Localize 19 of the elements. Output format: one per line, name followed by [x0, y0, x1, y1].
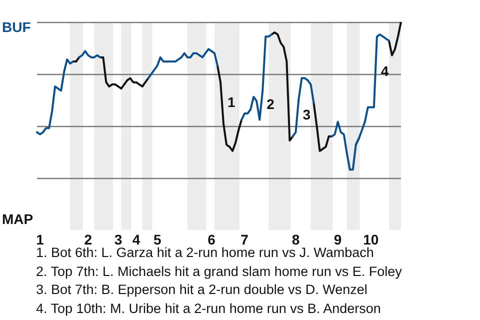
- x-tick-label: 8: [292, 231, 300, 248]
- text: 1. Bot 6th: L. Garza hit a 2-run home run vs J. Wambach: [36, 245, 375, 262]
- text: 2. Top 7th: L. Michaels hit a grand slam home run vs E. Foley: [36, 262, 402, 281]
- x-tick-label: 9: [334, 231, 342, 248]
- text: 4. Top 10th: M. Uribe hit a 2-run home run vs B. Anderson: [36, 300, 382, 318]
- x-tick-label: 5: [153, 231, 162, 248]
- text: MAP: [2, 211, 34, 227]
- annotation: 2: [266, 96, 275, 112]
- x-tick-label: 3: [114, 231, 122, 248]
- x-tick-label: 2: [84, 231, 92, 248]
- x-tick-label: 1: [36, 231, 44, 248]
- x-tick-label: 4: [132, 231, 140, 248]
- text: BUF: [2, 19, 31, 35]
- x-tick-label: 7: [240, 231, 249, 248]
- text: 3. Bot 7th: B. Epperson hit a 2-run double vs D. Wenzel: [36, 281, 368, 299]
- x-tick-label: 6: [208, 231, 216, 248]
- annotation: 1: [228, 94, 236, 110]
- x-tick-label: 10: [363, 231, 379, 248]
- annotation: 3: [302, 106, 311, 122]
